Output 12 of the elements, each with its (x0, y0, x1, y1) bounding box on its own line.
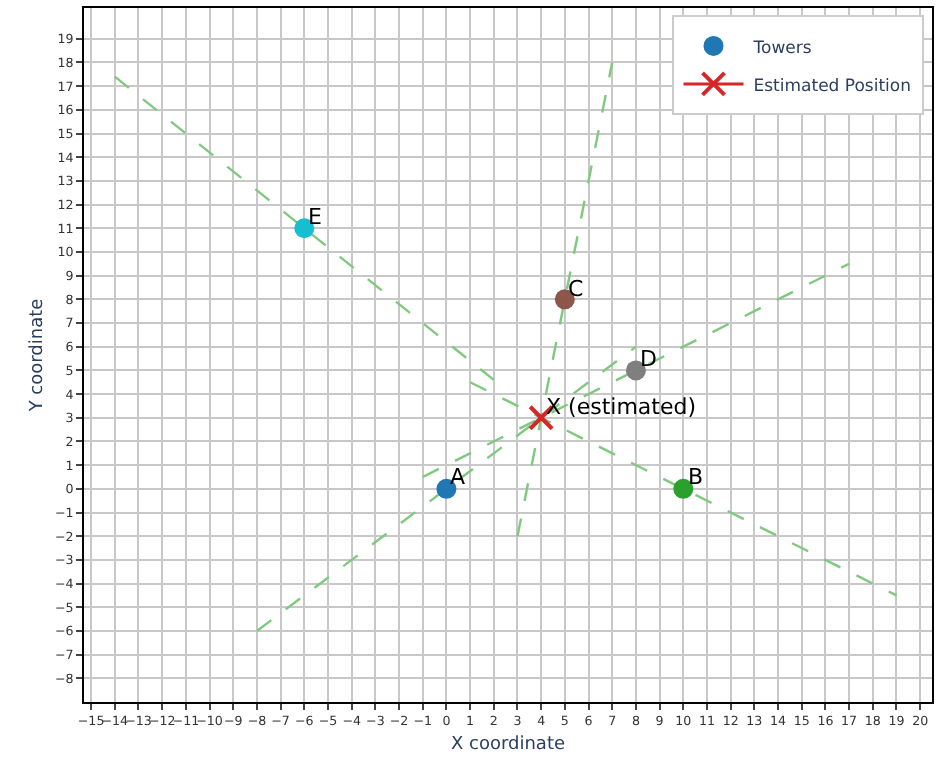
point (673, 478, 694, 499)
legend-label: Estimated Position (753, 76, 912, 97)
annotation: D (640, 346, 657, 372)
annotation: E (308, 204, 322, 230)
annotation: A (450, 464, 466, 490)
annotation: X (estimated) (546, 394, 697, 420)
point (625, 360, 646, 381)
annotation: C (568, 276, 584, 302)
y-axis-title: Y coordinate (27, 297, 48, 414)
x-axis-title: X coordinate (450, 734, 566, 755)
legend-label: Towers (751, 38, 813, 59)
annotation: B (688, 464, 704, 490)
